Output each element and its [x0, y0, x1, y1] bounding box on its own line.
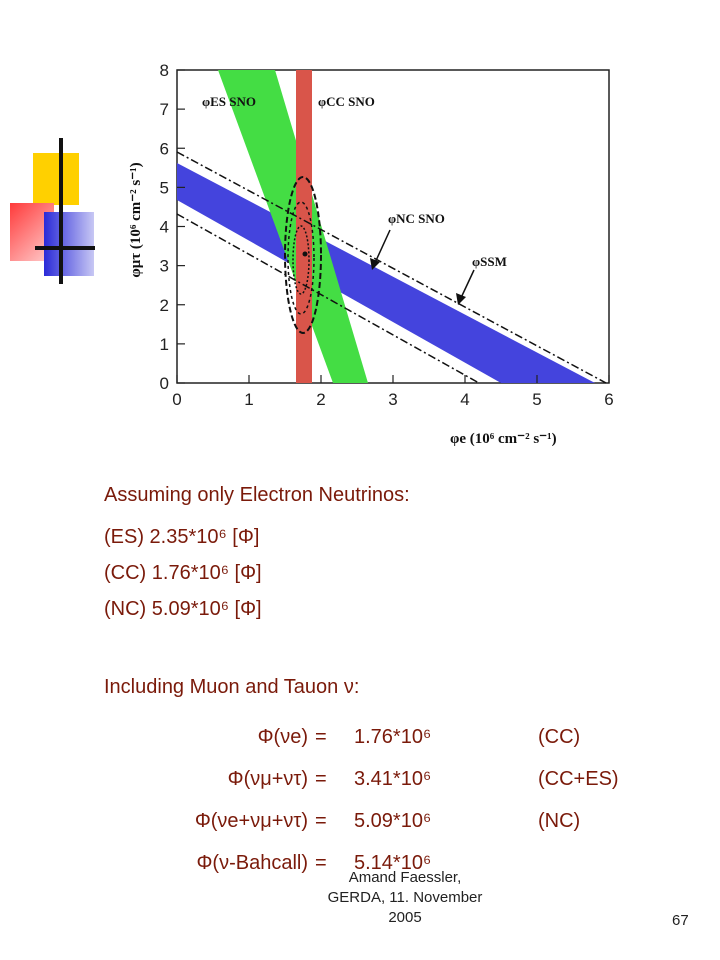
- y-tick-label: 2: [160, 296, 169, 315]
- flux-row-equals: =: [315, 726, 327, 748]
- flux-row-equals: =: [315, 768, 327, 790]
- y-ticks: 0 1 2 3 4 5 6 7 8: [160, 61, 185, 393]
- y-tick-label: 0: [160, 374, 169, 393]
- x-tick-label: 1: [244, 390, 253, 409]
- x-tick-label: 3: [388, 390, 397, 409]
- flux-row-tag: (CC+ES): [538, 768, 619, 790]
- es-band: [218, 70, 368, 383]
- x-tick-label: 4: [460, 390, 469, 409]
- heading-muon-tauon: Including Muon and Tauon ν:: [104, 676, 360, 698]
- contour-middle: [287, 201, 315, 315]
- footer-author: Amand Faessler, GERDA, 11. November 2005: [300, 868, 510, 928]
- x-ticks: 0 1 2 3 4 5 6: [172, 375, 614, 409]
- y-tick-label: 6: [160, 139, 169, 158]
- footer-line-1: Amand Faessler,: [348, 869, 462, 886]
- flux-row-tag: (NC): [538, 810, 581, 832]
- flux-row-value: 3.41*10⁶: [354, 768, 432, 790]
- flux-row-equals: =: [315, 852, 327, 874]
- decoration-horizontal-bar: [35, 246, 95, 250]
- decoration-vertical-bar: [59, 138, 63, 284]
- y-axis-label: φμτ (10⁶ cm⁻² s⁻¹): [128, 162, 144, 277]
- x-tick-label: 6: [604, 390, 613, 409]
- flux-constraint-plot: 0 1 2 3 4 5 6 0 1 2 3 4 5 6 7 8 φES SNO φCC SNO φNC SN…: [128, 61, 614, 447]
- x-tick-label: 2: [316, 390, 325, 409]
- cc-label: φCC SNO: [318, 94, 375, 109]
- es-label: φES SNO: [202, 94, 256, 109]
- cc-band: [296, 70, 312, 383]
- y-tick-label: 7: [160, 100, 169, 119]
- flux-row-equals: =: [315, 810, 327, 832]
- nc-arrow: [373, 229, 391, 266]
- heading-electron-only: Assuming only Electron Neutrinos:: [104, 484, 410, 506]
- footer-line-3: 2005: [388, 909, 422, 926]
- footer-line-2: GERDA, 11. November: [327, 889, 483, 906]
- nc-label: φNC SNO: [388, 211, 445, 226]
- x-tick-label: 5: [532, 390, 541, 409]
- contour-inner: [292, 225, 310, 295]
- flux-row-value: 1.76*10⁶: [354, 726, 432, 748]
- ssm-lower-line: [176, 213, 480, 384]
- nc-band: [177, 163, 595, 383]
- flux-row-lhs: Φ(νe+νμ+ντ): [194, 810, 308, 832]
- contour-outer: [284, 176, 322, 334]
- ssm-upper-line: [176, 151, 607, 384]
- flux-row-lhs: Φ(ν-Bahcall): [196, 852, 308, 874]
- y-tick-label: 4: [160, 218, 169, 237]
- x-tick-label: 0: [172, 390, 181, 409]
- flux-row-value: 5.14*10⁶: [354, 852, 432, 874]
- cc-result-line: (CC) 1.76*10⁶ [Φ]: [104, 562, 262, 584]
- decoration-blue-square: [44, 212, 94, 276]
- y-tick-label: 5: [160, 178, 169, 197]
- flux-row-lhs: Φ(νe): [257, 726, 308, 748]
- flux-row-value: 5.09*10⁶: [354, 810, 432, 832]
- flux-row-tag: (CC): [538, 726, 581, 748]
- ssm-arrowhead: [456, 293, 466, 305]
- y-tick-label: 8: [160, 61, 169, 80]
- nc-result-line: (NC) 5.09*10⁶ [Φ]: [104, 598, 262, 620]
- flux-row-lhs: Φ(νμ+ντ): [227, 768, 308, 790]
- nc-arrowhead: [370, 258, 380, 270]
- y-tick-label: 1: [160, 335, 169, 354]
- y-tick-label: 3: [160, 257, 169, 276]
- page-number: 67: [672, 912, 689, 929]
- decoration-yellow-square: [33, 153, 79, 205]
- best-fit-point: [302, 251, 308, 257]
- es-result-line: (ES) 2.35*10⁶ [Φ]: [104, 526, 260, 548]
- x-axis-label: φe (10⁶ cm⁻² s⁻¹): [450, 431, 557, 447]
- ssm-label: φSSM: [472, 254, 507, 269]
- ssm-arrow: [459, 269, 475, 301]
